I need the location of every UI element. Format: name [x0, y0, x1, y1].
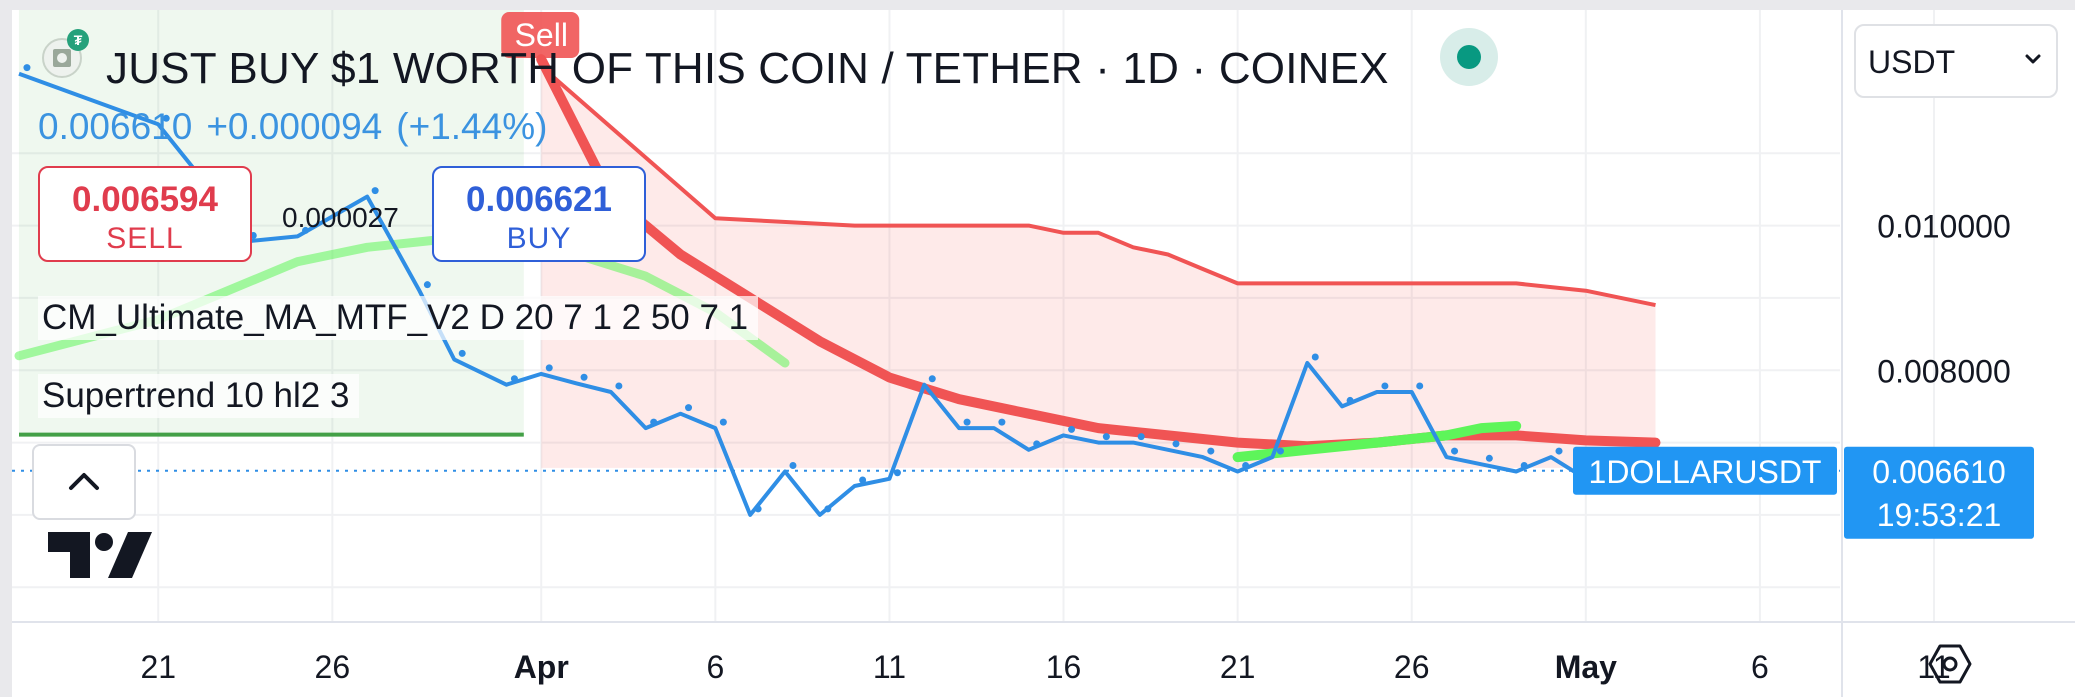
chevron-down-icon [2025, 54, 2041, 64]
price-point [1520, 462, 1528, 470]
dollar-bill-icon: ₮ [40, 28, 92, 80]
x-tick-label: 6 [706, 649, 724, 685]
svg-text:₮: ₮ [74, 32, 83, 48]
x-tick-label: 26 [1394, 649, 1430, 685]
price-point [458, 349, 466, 357]
price-point [1137, 433, 1145, 441]
sell-label: SELL [106, 222, 184, 255]
buy-button[interactable]: 0.006621 BUY [432, 166, 646, 262]
symbol-label: 1DOLLARUSDT [1589, 454, 1822, 490]
x-tick-label: 21 [140, 649, 176, 685]
price-point [685, 404, 693, 412]
sell-button[interactable]: 0.006594 SELL [38, 166, 252, 262]
y-tick-label: 0.008000 [1877, 353, 2010, 389]
x-tick-label: 6 [1751, 649, 1769, 685]
price-line [18, 71, 1656, 517]
y-tick-label: 0.010000 [1877, 209, 2010, 245]
price-quote: 0.006610 +0.000094 (+1.44%) [38, 106, 561, 148]
last-price: 0.006610 [38, 106, 193, 147]
price-point [824, 505, 832, 513]
supertrend-down-line [539, 64, 1656, 308]
price-point [1068, 425, 1076, 433]
x-tick-label: 26 [315, 649, 351, 685]
price-point [1033, 440, 1041, 448]
chart-frame: 21 26 Apr 6 11 16 21 26 May 6 11 0.010000 0.008000 S… [12, 10, 2075, 697]
price-point [615, 382, 623, 390]
price-point [963, 418, 971, 426]
price-point [1381, 382, 1389, 390]
price-point [1451, 447, 1459, 455]
markers: Sell 1DOLLARUSDT 0.006610 19:53:21 [501, 12, 2034, 539]
price-point [719, 418, 727, 426]
currency-select[interactable]: USDT [1854, 24, 2058, 98]
price-point [162, 114, 170, 122]
price-point [1555, 447, 1563, 455]
price-point [580, 373, 588, 381]
price-point [423, 281, 431, 289]
x-tick-label: 11 [873, 649, 906, 685]
sell-marker-label: Sell [515, 17, 568, 53]
price-point [1172, 440, 1180, 448]
price-point [1416, 382, 1424, 390]
price-change: +0.000094 [206, 106, 383, 147]
price-point [545, 364, 553, 372]
tradingview-logo-icon[interactable] [46, 530, 156, 580]
x-tick-label: 16 [1046, 649, 1082, 685]
price-point [1311, 353, 1319, 361]
chart-title: JUST BUY $1 WORTH OF THIS COIN / TETHER … [106, 44, 1389, 93]
spread-value: 0.000027 [282, 202, 399, 233]
chevron-up-icon [69, 473, 99, 490]
price-axis-label-box [1844, 446, 2034, 539]
symbol-label-box [1573, 446, 1837, 495]
sell-price: 0.006594 [72, 180, 218, 219]
buy-label: BUY [506, 222, 572, 255]
currency-value: USDT [1868, 44, 1956, 80]
price-point [1207, 447, 1215, 455]
x-tick-label: 21 [1220, 649, 1256, 685]
indicator-supertrend-legend[interactable]: Supertrend 10 hl2 3 [38, 374, 360, 418]
price-point [650, 418, 658, 426]
price-point [23, 64, 31, 72]
price-point [928, 375, 936, 383]
x-tick-label: Apr [514, 649, 569, 685]
price-point [1276, 447, 1284, 455]
price-point [789, 462, 797, 470]
price-axis-label: 0.006610 [1872, 454, 2005, 490]
price-point [859, 476, 867, 484]
supertrend-down-fill [541, 66, 1656, 468]
price-point [1242, 462, 1250, 470]
sell-marker [501, 12, 580, 58]
price-point [510, 375, 518, 383]
bar-countdown: 19:53:21 [1877, 497, 2002, 533]
indicator-ma-legend[interactable]: CM_Ultimate_MA_MTF_V2 D 20 7 1 2 50 7 1 [38, 296, 759, 340]
x-tick-label: May [1555, 649, 1617, 685]
price-point [754, 505, 762, 513]
price-point [371, 187, 379, 195]
price-point [1485, 454, 1493, 462]
collapse-legend-button[interactable] [32, 444, 136, 520]
price-point [302, 226, 310, 234]
price-point [1346, 396, 1354, 404]
buy-price: 0.006621 [466, 180, 612, 219]
market-status-indicator[interactable] [1440, 28, 1498, 86]
price-point [1102, 433, 1110, 441]
hexagon-settings-icon[interactable] [1926, 640, 1974, 688]
price-point [998, 418, 1006, 426]
price-change-percent: (+1.44%) [396, 106, 548, 147]
ma-up-line-late [1232, 421, 1522, 463]
